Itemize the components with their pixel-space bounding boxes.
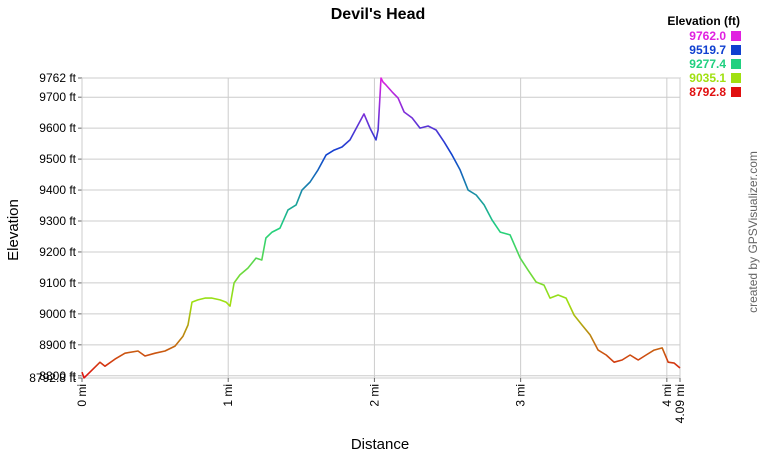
legend-swatch [731,45,741,55]
y-tick-label: 8900 ft [39,338,76,352]
legend-swatch [731,73,741,83]
y-tick-label: 8800 ft [39,369,76,383]
x-tick-label: 4.09 mi [673,384,687,423]
x-tick-label: 3 mi [514,384,528,407]
legend-label: 9035.1 [689,71,726,85]
plot-area [81,77,681,379]
chart-title: Devil's Head [331,6,426,23]
credit: created by GPSVisualizer.com [746,151,760,313]
legend-swatch [731,87,741,97]
y-tick-label: 9200 ft [39,245,76,259]
y-tick-label: 9700 ft [39,90,76,104]
y-tick-label: 9500 ft [39,152,76,166]
legend-label: 8792.8 [689,85,726,99]
x-tick-label: 4 mi [660,384,674,407]
legend-title: Elevation (ft) [667,14,740,28]
legend-label: 9519.7 [689,43,726,57]
y-tick-label: 9300 ft [39,214,76,228]
y-tick-label: 9600 ft [39,121,76,135]
x-axis-title: Distance [351,436,409,453]
legend-swatch [731,31,741,41]
legend-swatch [731,59,741,69]
elevation-line [81,77,681,379]
x-tick-label: 0 mi [75,384,89,407]
x-tick-label: 1 mi [221,384,235,407]
y-tick-label: 9400 ft [39,183,76,197]
x-tick-label: 2 mi [367,384,381,407]
y-tick-label: 9762 ft [39,71,76,85]
y-tick-label: 8792.8 ft [29,371,76,385]
legend-label: 9762.0 [689,29,726,43]
y-tick-label: 9000 ft [39,307,76,321]
y-axis-title: Elevation [5,199,22,261]
legend-label: 9277.4 [689,57,726,71]
y-tick-label: 9100 ft [39,276,76,290]
